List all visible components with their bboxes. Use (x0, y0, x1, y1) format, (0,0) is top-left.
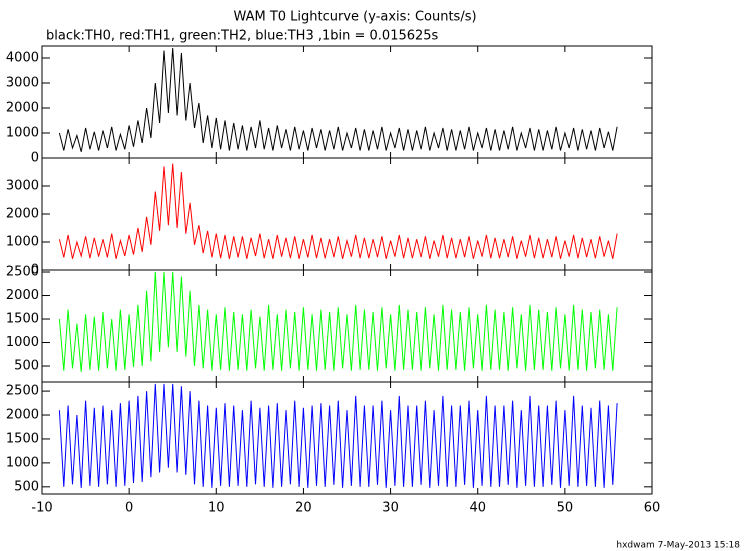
footer: hxdwam 7-May-2013 15:18 (616, 541, 740, 551)
y-tick-label: 1000 (6, 335, 39, 350)
chart-title: WAM T0 Lightcurve (y-axis: Counts/s) (233, 10, 476, 25)
x-tick-label: 50 (557, 501, 574, 516)
y-tick-label: 3000 (6, 179, 39, 194)
y-tick-label: 4000 (6, 51, 39, 66)
y-tick-label: 1000 (6, 235, 39, 250)
y-tick-label: 500 (14, 479, 39, 494)
x-tick-label: -10 (31, 501, 52, 516)
y-tick-label: 2000 (6, 101, 39, 116)
chart-subtitle: black:TH0, red:TH1, green:TH2, blue:TH3 … (46, 29, 439, 44)
series-line (58, 47, 618, 152)
y-tick-label: 2000 (6, 288, 39, 303)
x-tick-label: 40 (469, 501, 486, 516)
y-tick-label: 0 (31, 263, 39, 278)
y-tick-label: 2000 (6, 408, 39, 423)
y-tick-label: 1500 (6, 312, 39, 327)
y-tick-label: 0 (31, 151, 39, 166)
x-tick-label: 10 (208, 501, 225, 516)
series-line (58, 163, 618, 259)
y-tick-label: 2500 (6, 384, 39, 399)
panel-frame (41, 381, 653, 495)
series-line (58, 271, 618, 372)
y-tick-label: 1000 (6, 455, 39, 470)
y-tick-label: 1000 (6, 126, 39, 141)
y-tick-label: 1500 (6, 431, 39, 446)
y-tick-label: 2500 (6, 265, 39, 280)
panel-frame (41, 45, 653, 159)
y-tick-label: 2000 (6, 207, 39, 222)
x-tick-label: 30 (382, 501, 399, 516)
x-tick-label: 60 (644, 501, 661, 516)
x-tick-label: 0 (125, 501, 133, 516)
y-tick-label: 3000 (6, 76, 39, 91)
series-line (58, 383, 618, 488)
y-tick-label: 500 (14, 359, 39, 374)
x-tick-label: 20 (295, 501, 312, 516)
